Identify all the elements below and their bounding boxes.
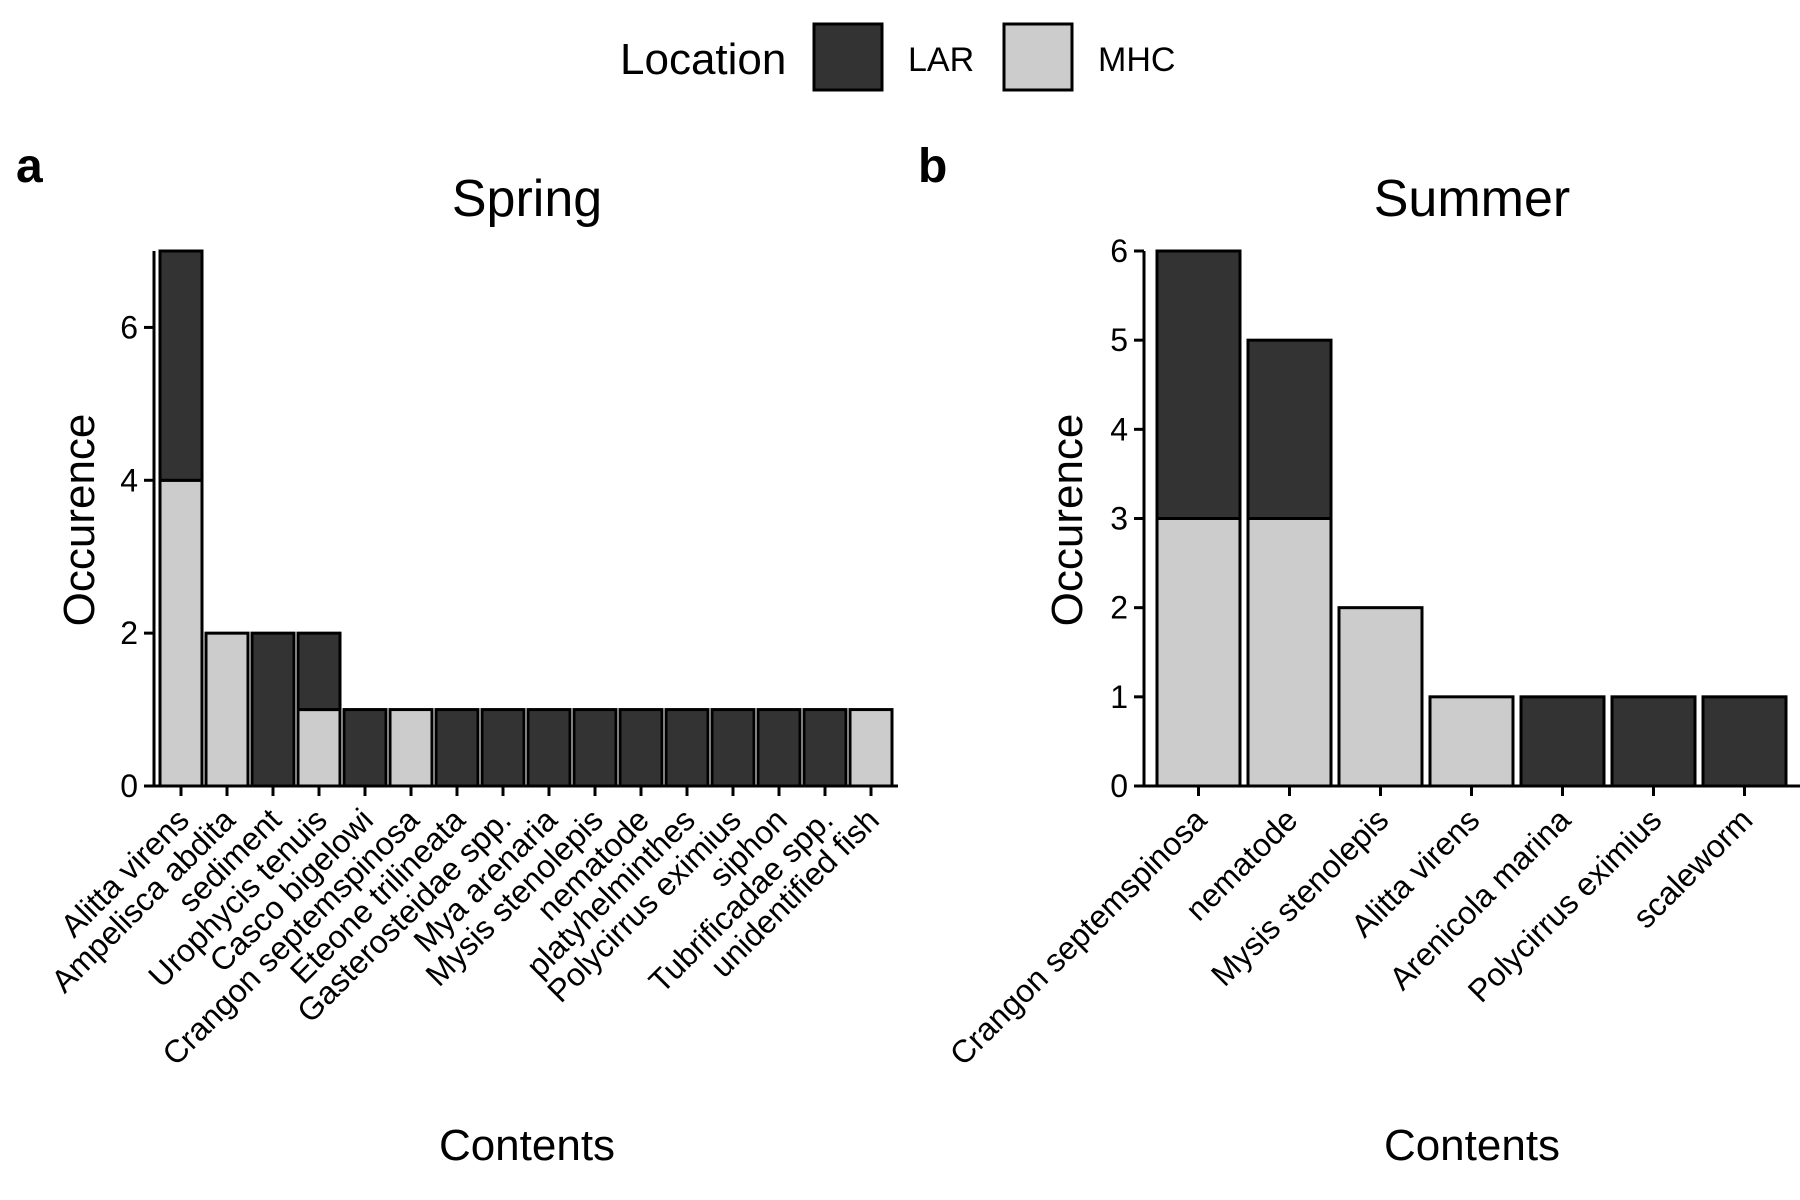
legend-swatch-mhc xyxy=(1002,22,1074,92)
bar-spring-gasterosteidae-spp-lar xyxy=(480,708,526,788)
y-tick-label: 5 xyxy=(1110,322,1128,358)
bars-spring xyxy=(158,249,894,788)
legend-title: Location xyxy=(620,35,786,84)
bar-summer-mysis-stenolepis-mhc xyxy=(1337,606,1424,788)
legend-swatch-lar xyxy=(812,22,884,92)
y-tick-label: 0 xyxy=(120,768,138,804)
y-tick-label: 4 xyxy=(120,462,138,498)
panel-letter-a: a xyxy=(16,140,43,193)
panel-letter-b: b xyxy=(918,140,947,193)
y-tick-label: 2 xyxy=(120,615,138,651)
bar-spring-polycirrus-eximius-lar xyxy=(710,708,756,788)
legend-label-mhc: MHC xyxy=(1098,41,1175,79)
bar-spring-platyhelminthes-lar xyxy=(664,708,710,788)
bar-spring-alitta-virens-mhc xyxy=(158,478,204,788)
y-tick-label: 0 xyxy=(1110,768,1128,804)
y-tick-label: 1 xyxy=(1110,679,1128,715)
y-ticks-summer: 0 1 2 3 4 5 6 xyxy=(1110,233,1144,804)
bar-spring-mya-arenaria-lar xyxy=(526,708,572,788)
bar-spring-alitta-virens-lar xyxy=(158,249,204,482)
bar-spring-unidentified-fish-mhc xyxy=(848,708,894,788)
bar-spring-urophycis-tenuis-lar xyxy=(296,631,342,712)
x-tick-label-crangon-septemspinosa: Crangon septemspinosa xyxy=(943,801,1214,1072)
bars-summer xyxy=(1155,249,1788,788)
bar-summer-nematode-lar xyxy=(1246,338,1333,520)
bar-summer-arenicola-marina-lar xyxy=(1519,695,1606,788)
panel-title-summer: Summer xyxy=(1374,170,1570,228)
bar-summer-nematode-mhc xyxy=(1246,517,1333,788)
bar-spring-tubrificadae-spp-lar xyxy=(802,708,848,788)
bar-spring-eteone-trilineata-lar xyxy=(434,708,480,788)
bar-summer-alitta-virens-mhc xyxy=(1428,695,1515,788)
panel-spring: a Spring Occurence Contents 0 2 4 6 Alitta … xyxy=(16,140,898,1170)
x-axis-title-summer: Contents xyxy=(1384,1121,1560,1170)
bar-summer-crangon-septemspinosa-lar xyxy=(1155,249,1242,520)
panel-title-spring: Spring xyxy=(452,170,602,228)
bar-spring-sediment-lar xyxy=(250,631,296,788)
x-axis-title-spring: Contents xyxy=(439,1121,615,1170)
bar-summer-scaleworm-lar xyxy=(1701,695,1788,788)
bar-spring-nematode-lar xyxy=(618,708,664,788)
legend-label-lar: LAR xyxy=(908,41,974,79)
y-tick-label: 6 xyxy=(120,309,138,345)
bar-spring-crangon-septemspinosa-mhc xyxy=(388,708,434,788)
y-ticks-spring: 0 2 4 6 xyxy=(120,309,154,804)
y-tick-label: 3 xyxy=(1110,501,1128,537)
bar-summer-crangon-septemspinosa-mhc xyxy=(1155,517,1242,788)
y-axis-title-spring: Occurence xyxy=(55,414,104,627)
bar-spring-siphon-lar xyxy=(756,708,802,788)
bar-spring-ampelisca-abdita-mhc xyxy=(204,631,250,788)
legend: Location LAR MHC xyxy=(620,22,1175,92)
y-tick-label: 2 xyxy=(1110,590,1128,626)
bar-spring-urophycis-tenuis-mhc xyxy=(296,708,342,788)
bar-spring-casco-bigelowi-lar xyxy=(342,708,388,788)
y-axis-title-summer: Occurence xyxy=(1043,414,1092,627)
bar-spring-mysis-stenolepis-lar xyxy=(572,708,618,788)
panel-summer: b Summer Occurence Contents 0 1 2 3 4 5 6 Cran… xyxy=(918,140,1800,1170)
y-tick-label: 6 xyxy=(1110,233,1128,269)
bar-summer-polycirrus-eximius-lar xyxy=(1610,695,1697,788)
y-tick-label: 4 xyxy=(1110,411,1128,447)
